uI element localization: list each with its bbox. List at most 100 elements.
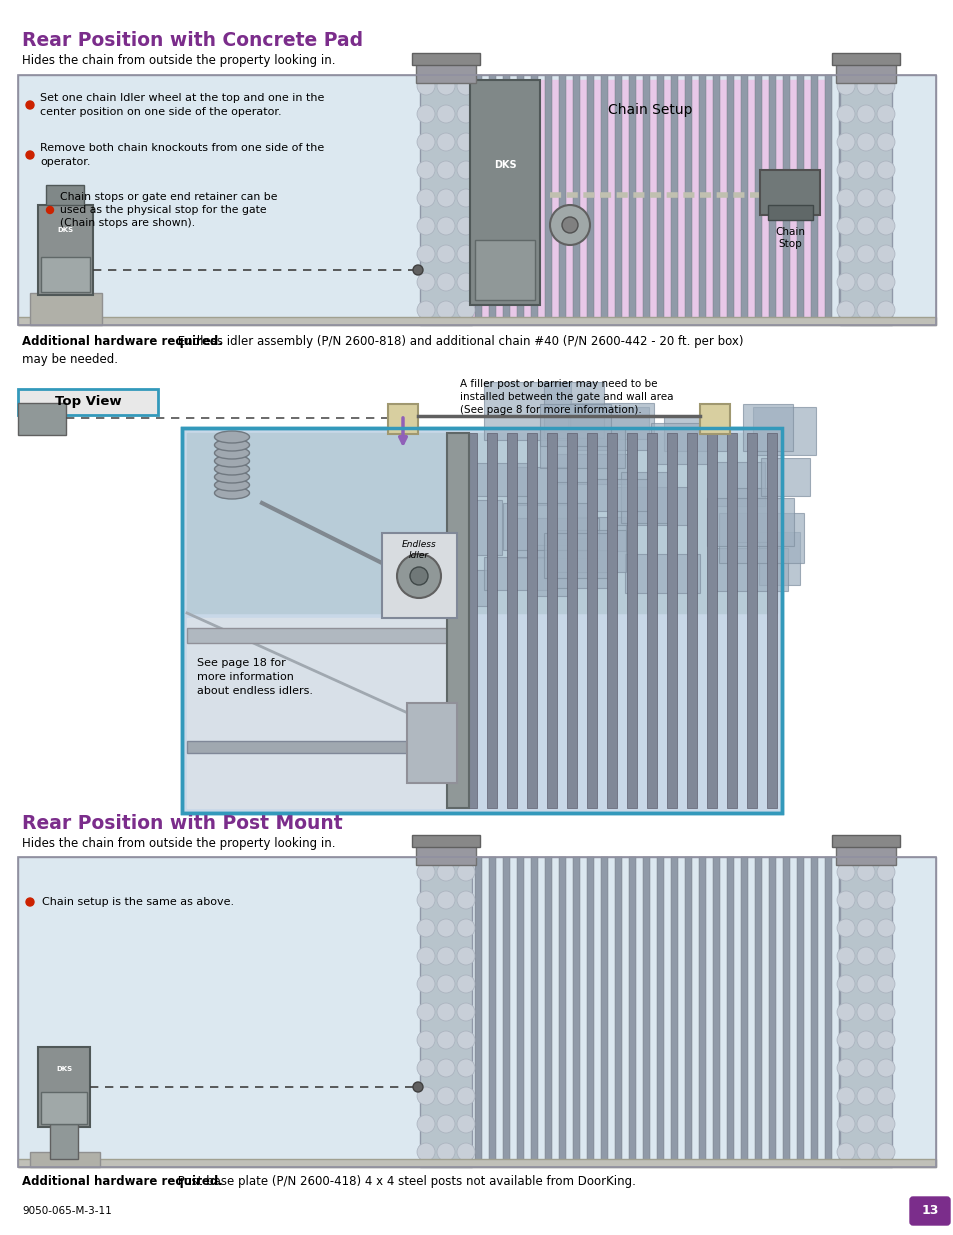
Bar: [586, 75, 594, 325]
Circle shape: [876, 77, 894, 95]
Circle shape: [413, 1082, 422, 1092]
Bar: [710, 548, 787, 592]
Bar: [573, 75, 579, 325]
Bar: [835, 63, 895, 83]
FancyBboxPatch shape: [909, 1197, 949, 1225]
Bar: [740, 857, 747, 1167]
Circle shape: [410, 567, 428, 585]
Bar: [531, 857, 537, 1167]
Circle shape: [416, 974, 435, 993]
Circle shape: [856, 1144, 874, 1161]
Bar: [566, 433, 577, 808]
Bar: [838, 75, 845, 325]
Circle shape: [876, 273, 894, 291]
Bar: [628, 857, 636, 1167]
Text: Hides the chain from outside the property looking in.: Hides the chain from outside the propert…: [22, 837, 335, 850]
Bar: [766, 433, 776, 808]
Circle shape: [416, 245, 435, 263]
Circle shape: [456, 217, 475, 235]
Text: Chain
Stop: Chain Stop: [774, 227, 804, 248]
Bar: [46, 185, 84, 205]
Bar: [551, 550, 615, 588]
Text: Post base plate (P/N 2600-418) 4 x 4 steel posts not available from DoorKing.: Post base plate (P/N 2600-418) 4 x 4 ste…: [173, 1174, 636, 1188]
Circle shape: [876, 947, 894, 965]
Circle shape: [396, 555, 440, 598]
Circle shape: [876, 890, 894, 909]
Text: may be needed.: may be needed.: [22, 353, 118, 366]
Bar: [506, 433, 517, 808]
Bar: [666, 433, 677, 808]
Bar: [840, 847, 891, 1167]
Text: Additional hardware required.: Additional hardware required.: [22, 335, 223, 348]
Bar: [710, 462, 764, 506]
Bar: [182, 429, 781, 813]
Bar: [513, 467, 574, 505]
Circle shape: [456, 301, 475, 319]
Bar: [18, 75, 935, 325]
Circle shape: [836, 217, 854, 235]
Ellipse shape: [214, 463, 250, 475]
Bar: [838, 857, 845, 1167]
Ellipse shape: [214, 479, 250, 492]
Circle shape: [836, 974, 854, 993]
Circle shape: [876, 217, 894, 235]
Circle shape: [836, 863, 854, 881]
Bar: [38, 1047, 90, 1128]
Bar: [551, 454, 628, 484]
Text: DKS: DKS: [493, 161, 516, 170]
Bar: [831, 835, 899, 847]
Bar: [620, 472, 673, 522]
Bar: [782, 857, 789, 1167]
Circle shape: [436, 890, 455, 909]
Bar: [796, 75, 803, 325]
Bar: [18, 317, 935, 325]
Bar: [586, 433, 597, 808]
Circle shape: [456, 1003, 475, 1021]
Bar: [752, 408, 815, 454]
Circle shape: [836, 1003, 854, 1021]
Bar: [670, 75, 678, 325]
Bar: [30, 1152, 100, 1167]
Bar: [712, 857, 720, 1167]
Bar: [486, 433, 497, 808]
Bar: [416, 63, 476, 83]
Bar: [740, 75, 747, 325]
Ellipse shape: [214, 454, 250, 467]
Bar: [470, 80, 539, 305]
Circle shape: [416, 890, 435, 909]
Bar: [18, 857, 935, 1167]
Circle shape: [876, 919, 894, 937]
Circle shape: [416, 1058, 435, 1077]
Circle shape: [856, 189, 874, 207]
Bar: [38, 205, 92, 295]
Bar: [531, 75, 537, 325]
Circle shape: [436, 1087, 455, 1105]
Bar: [593, 479, 649, 511]
Circle shape: [856, 919, 874, 937]
Bar: [419, 847, 472, 1167]
Circle shape: [876, 105, 894, 124]
Circle shape: [456, 133, 475, 151]
Text: DKS: DKS: [57, 227, 73, 233]
Circle shape: [876, 974, 894, 993]
Bar: [831, 53, 899, 65]
Circle shape: [456, 974, 475, 993]
Circle shape: [416, 919, 435, 937]
Text: Rear Position with Post Mount: Rear Position with Post Mount: [22, 814, 342, 832]
Circle shape: [456, 273, 475, 291]
Bar: [502, 857, 510, 1167]
Bar: [18, 403, 66, 435]
Bar: [412, 53, 479, 65]
Circle shape: [456, 77, 475, 95]
Circle shape: [836, 1115, 854, 1132]
Bar: [768, 75, 775, 325]
Text: Chain setup is the same as above.: Chain setup is the same as above.: [42, 897, 233, 906]
Circle shape: [436, 1031, 455, 1049]
Bar: [700, 404, 729, 433]
Bar: [760, 170, 820, 215]
Bar: [539, 429, 624, 468]
Bar: [187, 741, 456, 753]
Circle shape: [436, 863, 455, 881]
Circle shape: [436, 1003, 455, 1021]
Bar: [187, 629, 456, 643]
